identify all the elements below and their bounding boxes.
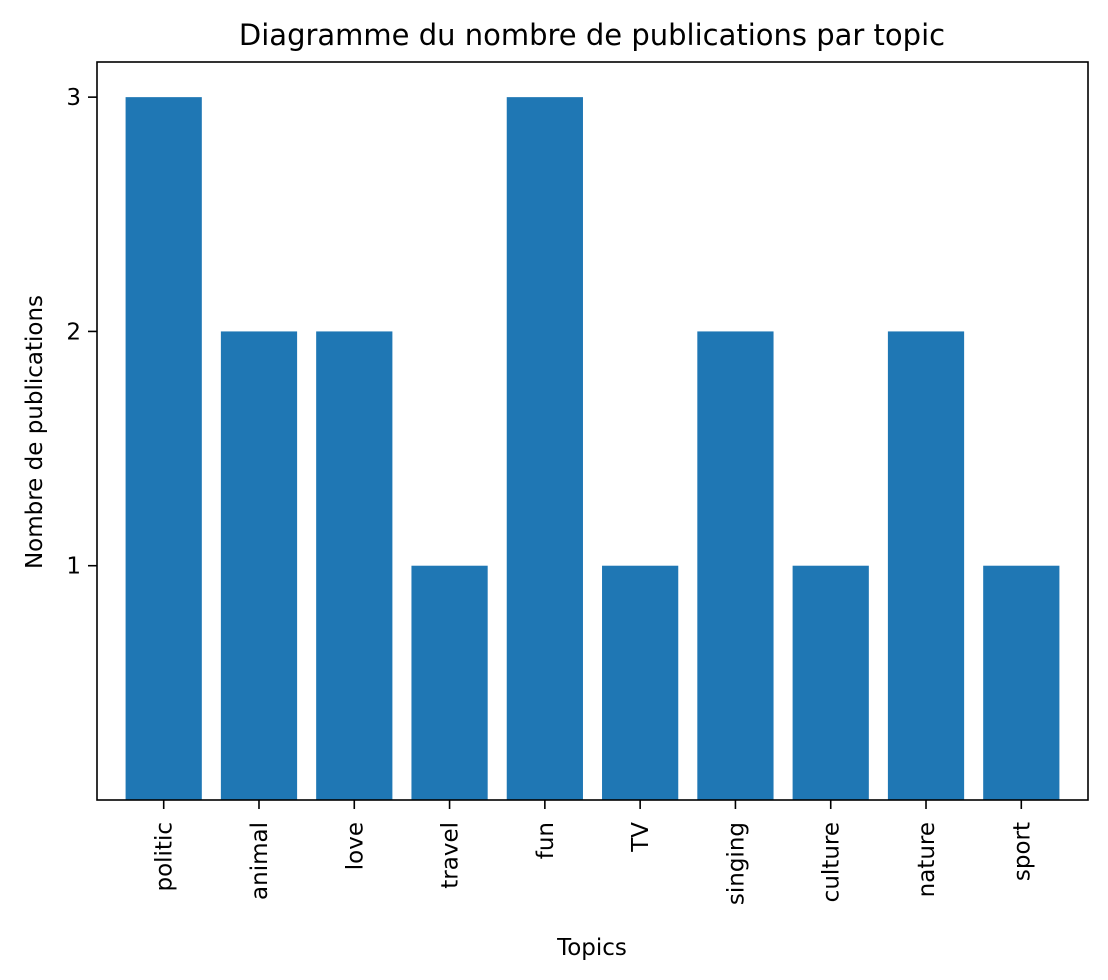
x-tick-label-nature: nature [914, 822, 940, 897]
x-tick-label-fun: fun [533, 822, 559, 859]
bar-fun [506, 97, 583, 800]
x-tick-label-sport: sport [1009, 822, 1035, 881]
bar-culture [792, 565, 869, 800]
bar-politic [125, 97, 202, 800]
chart-title: Diagramme du nombre de publications par … [239, 18, 945, 52]
y-tick-label-1: 1 [66, 554, 81, 580]
x-tick-label-culture: culture [819, 822, 845, 902]
bar-love [316, 331, 393, 800]
y-axis-label: Nombre de publications [22, 295, 48, 569]
bar-tv [602, 565, 679, 800]
y-tick-label-2: 2 [66, 319, 81, 345]
bar-sport [983, 565, 1060, 800]
y-axis: 1 2 3 [66, 85, 97, 580]
x-tick-label-politic: politic [152, 822, 178, 892]
y-tick-label-3: 3 [66, 85, 81, 111]
x-axis: politic animal love travel fun TV singing cultu… [152, 800, 1035, 905]
x-tick-label-animal: animal [247, 822, 273, 900]
x-axis-label: Topics [556, 935, 627, 961]
bar-nature [887, 331, 965, 800]
bar-travel [411, 565, 488, 800]
plot-frame [96, 61, 1089, 801]
x-tick-label-travel: travel [438, 822, 464, 889]
x-tick-label-tv: TV [628, 822, 654, 853]
bar-singing [697, 331, 774, 800]
x-tick-label-singing: singing [723, 822, 749, 905]
bars-group [125, 97, 1060, 800]
bar-animal [220, 331, 298, 800]
x-tick-label-love: love [342, 822, 368, 870]
